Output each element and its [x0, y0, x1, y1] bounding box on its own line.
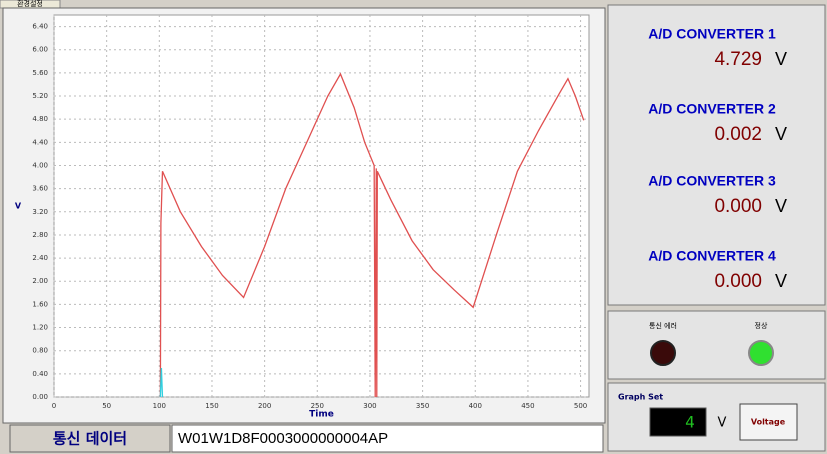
y-tick-label: 0.80 — [32, 347, 48, 355]
y-tick-label: 5.20 — [32, 92, 48, 100]
x-tick-label: 300 — [363, 402, 376, 410]
x-tick-label: 50 — [102, 402, 111, 410]
y-tick-label: 6.00 — [32, 46, 48, 54]
error-label: 통신 에러 — [649, 321, 677, 330]
display-value: 4 — [685, 413, 695, 432]
y-axis-label: V — [15, 202, 22, 211]
converter-unit: V — [775, 271, 787, 291]
converter-value: 0.000 — [714, 271, 762, 292]
y-tick-label: 3.60 — [32, 185, 48, 193]
y-tick-label: 2.80 — [32, 231, 48, 239]
converter-value: 0.000 — [714, 196, 762, 217]
graph-set-title: Graph Set — [618, 393, 663, 402]
x-axis-label: Time — [309, 410, 334, 420]
x-tick-label: 0 — [52, 402, 56, 410]
voltage-button-label: Voltage — [751, 418, 786, 427]
display-unit: V — [718, 416, 727, 431]
y-tick-label: 4.80 — [32, 115, 48, 123]
converter-panel — [607, 4, 826, 306]
x-tick-label: 200 — [258, 402, 271, 410]
comm-label: 통신 데이터 — [53, 430, 127, 448]
data-line — [159, 72, 585, 398]
comm-data: W01W1D8F0003000000004AP — [178, 430, 388, 447]
y-tick-label: 5.60 — [32, 69, 48, 77]
y-tick-label: 6.40 — [32, 23, 48, 31]
converter-label: A/D CONVERTER 2 — [648, 101, 776, 117]
y-tick-label: 2.00 — [32, 277, 48, 285]
normal-led — [748, 340, 774, 366]
converter-label: A/D CONVERTER 1 — [648, 26, 776, 42]
voltage-button[interactable] — [739, 403, 798, 441]
comm-label-box — [9, 424, 171, 453]
x-tick-label: 500 — [574, 402, 587, 410]
x-tick-label: 350 — [416, 402, 429, 410]
plot-area — [53, 14, 590, 398]
error-led — [650, 340, 676, 366]
display — [649, 407, 707, 437]
x-tick-label: 450 — [521, 402, 534, 410]
y-tick-label: 3.20 — [32, 208, 48, 216]
x-tick-label: 150 — [205, 402, 218, 410]
converter-unit: V — [775, 124, 787, 144]
y-tick-label: 2.40 — [32, 254, 48, 262]
y-tick-label: 0.40 — [32, 370, 48, 378]
y-tick-label: 4.40 — [32, 138, 48, 146]
y-tick-label: 1.60 — [32, 300, 48, 308]
converter-value: 0.002 — [714, 124, 762, 145]
converter-unit: V — [775, 196, 787, 216]
data-line — [159, 368, 164, 398]
x-tick-label: 100 — [153, 402, 166, 410]
converter-value: 4.729 — [714, 49, 762, 70]
x-tick-label: 250 — [311, 402, 324, 410]
converter-label: A/D CONVERTER 4 — [648, 248, 776, 264]
converter-label: A/D CONVERTER 3 — [648, 173, 776, 189]
x-tick-label: 400 — [469, 402, 482, 410]
indicator-panel — [607, 310, 826, 380]
y-tick-label: 1.20 — [32, 324, 48, 332]
converter-unit: V — [775, 49, 787, 69]
y-tick-label: 4.00 — [32, 161, 48, 169]
tab-label: 환경설정 — [17, 0, 43, 8]
comm-field[interactable] — [171, 424, 604, 453]
y-tick-label: 0.00 — [32, 393, 48, 401]
normal-label: 정상 — [755, 321, 768, 330]
